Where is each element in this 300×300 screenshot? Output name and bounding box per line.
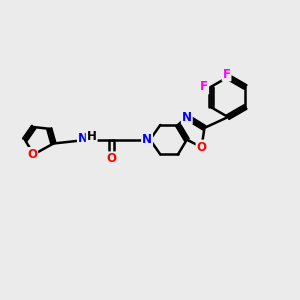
Text: H: H	[83, 133, 93, 146]
Text: H: H	[87, 130, 97, 143]
Text: N: N	[78, 132, 88, 145]
Text: O: O	[196, 141, 206, 154]
Text: O: O	[27, 148, 37, 161]
Text: N: N	[182, 110, 192, 124]
Text: F: F	[223, 68, 231, 80]
Text: F: F	[200, 80, 208, 94]
Text: N: N	[142, 133, 152, 146]
Text: O: O	[107, 152, 117, 165]
